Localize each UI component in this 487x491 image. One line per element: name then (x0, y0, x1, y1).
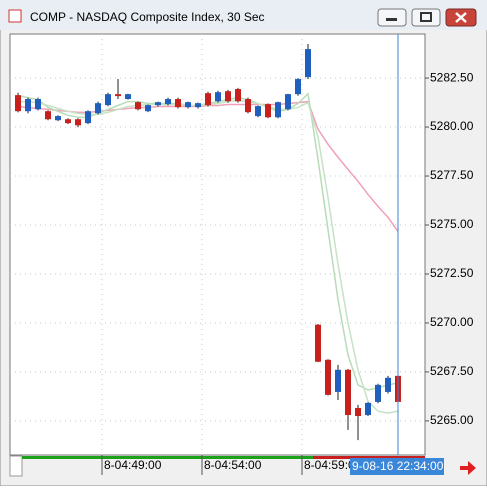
candle-body (145, 105, 151, 112)
y-tick-label: 5280.00 (430, 119, 474, 133)
candle-body (35, 99, 41, 110)
y-tick-label: 5267.50 (430, 364, 474, 378)
candle-body (85, 111, 91, 124)
candle-body (365, 402, 371, 416)
candle-body (175, 99, 181, 108)
candle-body (245, 99, 251, 113)
x-tick-label: 8-04:54:00 (204, 458, 262, 472)
candle-body (25, 99, 31, 112)
minimize-button[interactable] (377, 8, 407, 27)
candle-body (255, 106, 261, 117)
time-bar-red (313, 456, 425, 459)
x-tick-label: 8-04:49:00 (104, 458, 162, 472)
candle-body (315, 324, 321, 362)
y-tick-label: 5277.50 (430, 168, 474, 182)
candle-body (65, 119, 71, 124)
candle-body (325, 359, 331, 395)
x-tick-label: 8-04:59:0 (304, 458, 355, 472)
y-tick-label: 5272.50 (430, 266, 474, 280)
minimize-icon (386, 18, 397, 21)
candle-body (345, 369, 351, 416)
candle-body (225, 91, 231, 102)
candle-body (15, 95, 21, 112)
y-tick-label: 5275.00 (430, 217, 474, 231)
candle-body (125, 94, 131, 100)
candle-body (55, 116, 61, 121)
time-bar-green (22, 456, 313, 459)
window-buttons[interactable] (377, 8, 477, 27)
scroll-arrow[interactable] (460, 461, 476, 475)
candle-body (75, 119, 81, 126)
window-title: COMP - NASDAQ Composite Index, 30 Sec (30, 10, 265, 24)
candle-body (155, 102, 161, 106)
y-tick-label: 5265.00 (430, 413, 474, 427)
candle-body (355, 407, 361, 417)
candle-body (265, 104, 271, 118)
crosshair-label-bg (350, 458, 444, 475)
candle-body (335, 369, 341, 392)
maximize-button[interactable] (411, 8, 441, 27)
corner-box (9, 455, 23, 477)
close-icon (455, 12, 467, 23)
candle-body (95, 103, 101, 114)
candle-body (305, 49, 311, 78)
y-tick-label: 5282.50 (430, 70, 474, 84)
candle-body (385, 377, 391, 392)
candle-body (165, 99, 171, 105)
candle-body (275, 102, 281, 118)
candle-body (285, 94, 291, 110)
candle-body (195, 103, 201, 108)
y-tick-label: 5270.00 (430, 315, 474, 329)
candle-body (185, 102, 191, 108)
candle-body (45, 111, 51, 120)
candle-body (115, 94, 121, 97)
candle-body (205, 93, 211, 106)
candle-body (375, 384, 381, 402)
candle-body (135, 102, 141, 110)
candle-body (295, 79, 301, 95)
candle-body (215, 92, 221, 102)
candle-body (105, 94, 111, 106)
crosshair-label: 9-08-16 22:34:00 (352, 459, 444, 473)
candle-body (235, 89, 241, 102)
maximize-icon (420, 12, 432, 22)
app-icon (8, 9, 22, 23)
